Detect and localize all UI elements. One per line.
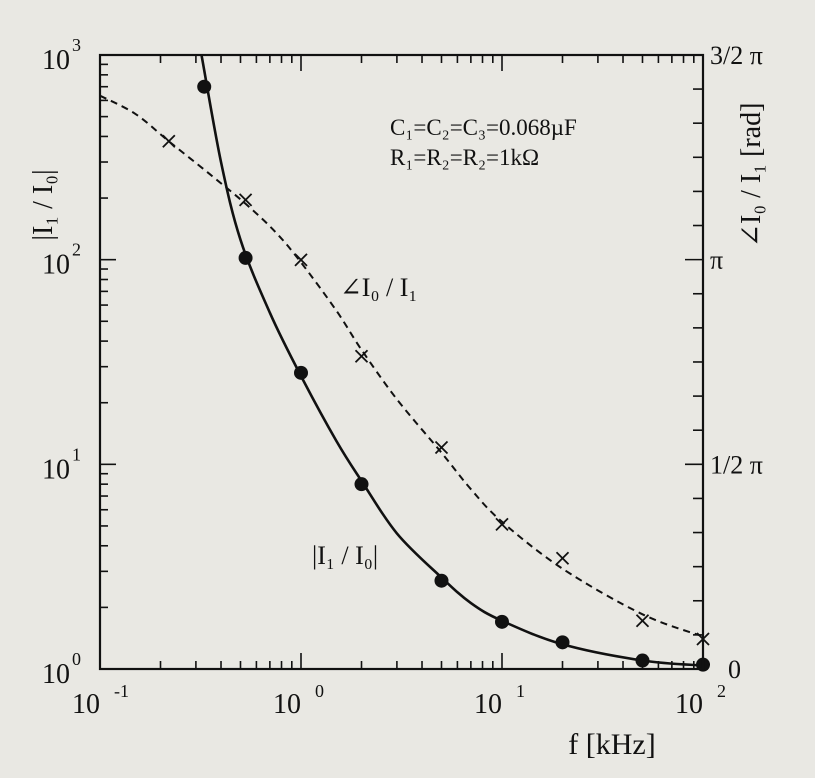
- magnitude-point: [354, 477, 369, 492]
- phase-curve-label: ∠I₀ / I₁: [340, 273, 417, 302]
- y-left-tick-label: 10: [42, 45, 70, 76]
- phase-point: [238, 193, 253, 207]
- y-left-tick-label-exponent: 3: [72, 35, 81, 55]
- y-right-tick-label: π: [710, 246, 723, 275]
- x-tick-label: 10: [72, 689, 100, 720]
- phase-point: [294, 253, 308, 267]
- params-line-1: C₁=C₂=C₃=0.068µF: [390, 115, 577, 140]
- phase-point: [555, 551, 570, 565]
- y-left-axis-label: |I₁ / I₀|: [28, 169, 59, 240]
- y-left-tick-label-exponent: 1: [72, 444, 81, 464]
- x-axis-label: f [kHz]: [568, 728, 655, 761]
- plot-frame: [98, 53, 705, 671]
- x-tick-label: 10: [273, 689, 301, 720]
- x-tick-label: 10: [474, 689, 502, 720]
- y-left-tick-label-exponent: 0: [72, 649, 81, 669]
- series-markers: [162, 79, 710, 672]
- y-right-tick-label: 1/2 π: [710, 450, 763, 479]
- magnitude-point: [495, 614, 509, 629]
- phase-point: [354, 349, 369, 363]
- x-tick-label: 10: [675, 689, 703, 720]
- y-right-axis-label: ∠I₀ / I₁ [rad]: [736, 103, 767, 248]
- y-left-tick-label: 10: [42, 659, 70, 690]
- magnitude-point: [294, 365, 308, 380]
- y-left-tick-label: 10: [42, 250, 70, 281]
- axis-ticks: [99, 54, 703, 670]
- phase-point: [434, 440, 449, 455]
- magnitude-point: [197, 79, 212, 94]
- phase-point: [635, 614, 650, 628]
- magnitude-curve-label: |I₁ / I₀|: [312, 541, 378, 570]
- x-tick-label-exponent: 1: [516, 681, 525, 701]
- y-right-tick-label: 3/2 π: [710, 41, 763, 70]
- y-right-tick-label: 0: [728, 655, 741, 684]
- x-tick-label-exponent: -1: [114, 681, 129, 701]
- phase-point: [495, 517, 509, 531]
- y-left-tick-label: 10: [42, 454, 70, 485]
- params-line-2: R₁=R₂=R₂=1kΩ: [390, 145, 539, 170]
- tick-labels: 10 -1 10 0 10 1 10 210 010 110 210 301/2 ππ3/2 π: [42, 35, 763, 720]
- y-left-tick-label-exponent: 2: [72, 240, 81, 260]
- magnitude-point: [238, 250, 253, 265]
- phase-curve: [99, 94, 704, 638]
- phase-point: [162, 134, 176, 148]
- magnitude-point: [555, 635, 570, 650]
- x-tick-label-exponent: 0: [315, 681, 324, 701]
- magnitude-point: [434, 573, 449, 588]
- x-tick-label-exponent: 2: [717, 681, 726, 701]
- magnitude-point: [635, 653, 650, 668]
